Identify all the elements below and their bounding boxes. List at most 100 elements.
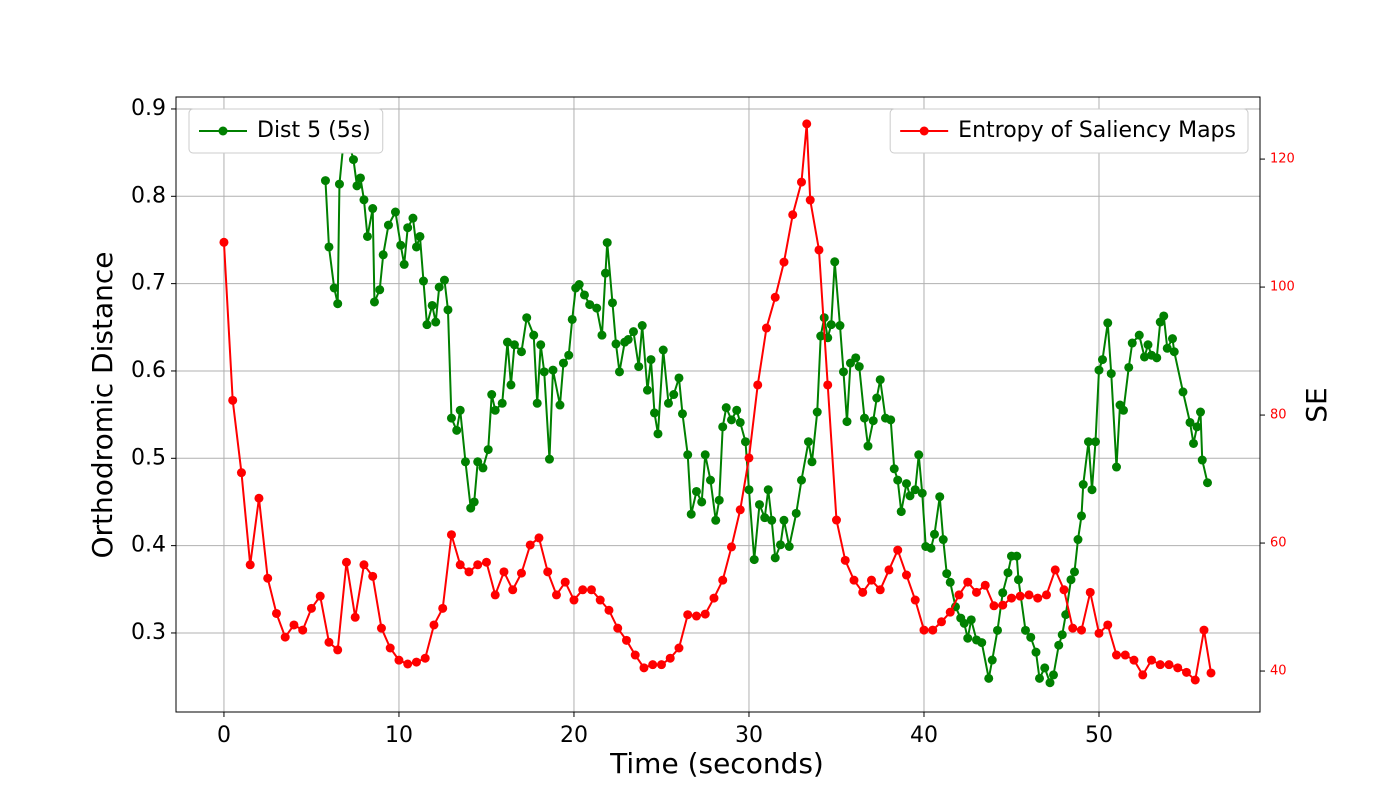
data-point: [403, 659, 413, 669]
data-point: [1188, 438, 1198, 448]
data-point: [569, 595, 579, 605]
data-point: [254, 493, 264, 503]
y-tick-label: 0.7: [131, 271, 166, 296]
data-point: [376, 623, 386, 633]
data-point: [770, 292, 780, 302]
data-point: [1185, 417, 1195, 427]
data-point: [826, 320, 836, 330]
x-tick-label: 30: [735, 723, 763, 748]
data-point: [910, 485, 920, 495]
data-point: [802, 119, 812, 129]
y2-tick-label: 40: [1270, 664, 1287, 679]
data-point: [1003, 568, 1013, 578]
data-point: [1178, 387, 1188, 397]
data-point: [971, 587, 981, 597]
data-point: [1034, 673, 1044, 683]
data-point: [1006, 593, 1016, 603]
data-point: [600, 268, 610, 278]
data-point: [796, 177, 806, 187]
data-point: [926, 543, 936, 553]
data-point: [896, 507, 906, 517]
data-point: [298, 625, 308, 635]
data-point: [455, 405, 465, 415]
data-point: [483, 445, 493, 455]
data-point: [1124, 362, 1134, 372]
data-point: [858, 587, 868, 597]
data-point: [420, 653, 430, 663]
data-point: [487, 390, 497, 400]
data-point: [555, 400, 565, 410]
data-point: [446, 413, 456, 423]
data-point: [403, 223, 413, 233]
y-axis-label: Orthodromic Distance: [86, 252, 119, 559]
data-point: [803, 437, 813, 447]
y2-axis-label: SE: [1300, 387, 1333, 422]
data-point: [411, 657, 421, 667]
data-point: [665, 653, 675, 663]
data-point: [508, 585, 518, 595]
data-point: [604, 605, 614, 615]
data-point: [509, 340, 519, 350]
data-point: [683, 610, 693, 620]
data-point: [1169, 347, 1179, 357]
data-point: [775, 540, 785, 550]
data-point: [1076, 625, 1086, 635]
data-point: [597, 330, 607, 340]
data-point: [628, 327, 638, 337]
data-point: [630, 650, 640, 660]
x-tick-label: 20: [560, 723, 588, 748]
data-point: [439, 275, 449, 285]
data-point: [914, 450, 924, 460]
data-point: [959, 618, 969, 628]
data-point: [653, 429, 663, 439]
data-point: [1127, 338, 1137, 348]
data-point: [1199, 625, 1209, 635]
data-point: [674, 643, 684, 653]
data-point: [1139, 352, 1149, 362]
data-point: [271, 608, 281, 618]
data-point: [816, 331, 826, 341]
data-point: [1069, 567, 1079, 577]
data-point: [963, 633, 973, 643]
y2-tick-label: 100: [1270, 280, 1295, 295]
data-point: [744, 453, 754, 463]
data-point: [464, 567, 474, 577]
y2-tick-label: 120: [1270, 152, 1295, 167]
data-point: [228, 395, 238, 405]
data-point: [831, 515, 841, 525]
data-point: [1162, 343, 1172, 353]
data-point: [1120, 650, 1130, 660]
data-point: [578, 585, 588, 595]
data-point: [658, 345, 668, 355]
data-point: [1059, 585, 1069, 595]
data-point: [721, 403, 731, 413]
data-point: [872, 393, 882, 403]
data-point: [840, 555, 850, 565]
data-point: [1206, 668, 1216, 678]
data-point: [1045, 678, 1055, 688]
data-point: [1040, 663, 1050, 673]
data-point: [732, 405, 742, 415]
data-point: [1143, 340, 1153, 350]
data-point: [1054, 640, 1064, 650]
x-tick-label: 50: [1085, 723, 1113, 748]
data-point: [1094, 365, 1104, 375]
data-point: [770, 553, 780, 563]
data-point: [306, 603, 316, 613]
data-point: [987, 655, 997, 665]
data-point: [992, 625, 1002, 635]
data-point: [516, 347, 526, 357]
data-point: [980, 580, 990, 590]
data-point: [1026, 632, 1036, 642]
legend-box: [188, 108, 384, 154]
data-point: [763, 485, 773, 495]
data-point: [438, 603, 448, 613]
data-point: [236, 468, 246, 478]
x-axis-label: Time (seconds): [609, 747, 824, 780]
data-point: [544, 454, 554, 464]
data-point: [473, 560, 483, 570]
data-point: [1202, 478, 1212, 488]
legend-label: Entropy of Saliency Maps: [958, 118, 1236, 143]
data-point: [560, 577, 570, 587]
data-point: [502, 337, 512, 347]
